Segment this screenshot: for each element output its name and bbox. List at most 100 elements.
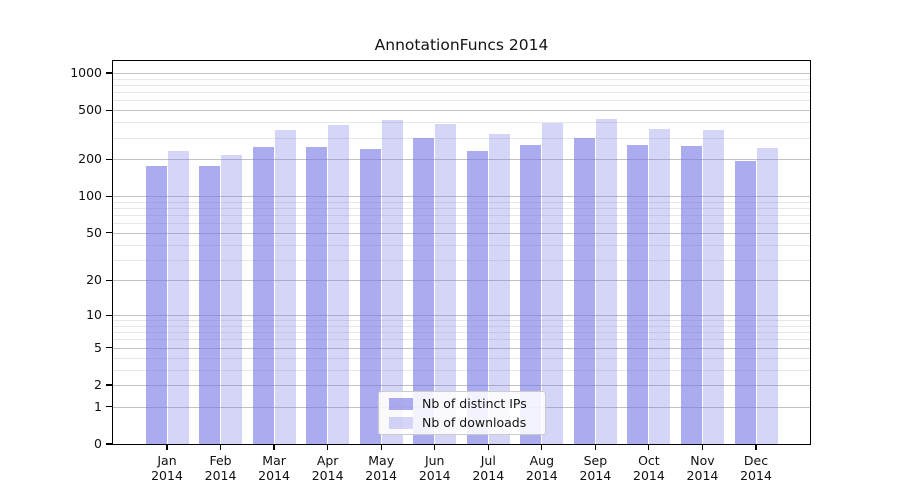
x-tick-mark bbox=[648, 445, 650, 450]
gridline-major bbox=[113, 280, 810, 282]
x-tick-label: Feb 2014 bbox=[204, 453, 237, 483]
bar-downloads-mar bbox=[274, 130, 296, 444]
gridline-major bbox=[113, 72, 810, 74]
bar-downloads-dec bbox=[756, 148, 778, 444]
legend: Nb of distinct IPs Nb of downloads bbox=[378, 391, 546, 435]
legend-item-downloads: Nb of downloads bbox=[379, 415, 545, 430]
x-tick-mark bbox=[219, 445, 222, 450]
bar-distinct-ips-nov bbox=[680, 146, 702, 444]
bar-distinct-ips-feb bbox=[199, 166, 221, 444]
gridline-minor bbox=[113, 369, 810, 371]
gridline-major bbox=[113, 196, 810, 198]
gridline-major bbox=[113, 232, 810, 234]
bar-distinct-ips-apr bbox=[306, 147, 328, 444]
gridline-minor bbox=[113, 326, 810, 327]
x-tick-label: Apr 2014 bbox=[311, 453, 344, 483]
x-tick-label: Jul 2014 bbox=[472, 453, 505, 483]
bar-downloads-nov bbox=[702, 130, 724, 444]
legend-item-distinct-ips: Nb of distinct IPs bbox=[379, 396, 545, 411]
y-tick-label: 20 bbox=[86, 272, 102, 288]
gridline-major bbox=[113, 110, 810, 112]
gridline-minor bbox=[113, 84, 810, 86]
x-tick-mark bbox=[434, 445, 436, 450]
y-tick-mark bbox=[106, 109, 112, 111]
x-tick-label: Oct 2014 bbox=[633, 453, 665, 483]
bar-downloads-jan bbox=[167, 150, 189, 444]
chart-title: AnnotationFuncs 2014 bbox=[374, 36, 549, 54]
x-tick-label: Mar 2014 bbox=[258, 453, 290, 483]
plot-area: Nb of distinct IPs Nb of downloads bbox=[113, 61, 810, 444]
y-tick-mark bbox=[106, 158, 112, 160]
gridline-major bbox=[113, 385, 810, 386]
gridline-major bbox=[113, 159, 810, 161]
bar-distinct-ips-jun bbox=[413, 138, 435, 444]
y-tick-label: 5 bbox=[94, 339, 102, 355]
bar-downloads-jul bbox=[488, 134, 510, 444]
bar-distinct-ips-jul bbox=[466, 150, 488, 444]
y-tick-label: 2 bbox=[94, 377, 102, 392]
gridline-minor bbox=[113, 201, 810, 203]
bar-distinct-ips-may bbox=[359, 149, 381, 444]
gridline-minor bbox=[113, 244, 810, 246]
y-tick-label: 1 bbox=[94, 398, 102, 414]
y-tick-mark bbox=[106, 195, 112, 197]
x-tick-mark bbox=[327, 445, 329, 450]
plot-frame: Nb of distinct IPs Nb of downloads bbox=[112, 60, 811, 445]
y-tick-mark bbox=[106, 443, 112, 445]
y-tick-mark bbox=[106, 72, 112, 74]
gridline-minor bbox=[113, 137, 810, 139]
bar-downloads-jun bbox=[435, 124, 457, 444]
x-tick-label: Jun 2014 bbox=[418, 453, 451, 483]
bar-downloads-may bbox=[381, 119, 403, 444]
bar-distinct-ips-jan bbox=[145, 166, 167, 444]
legend-swatch-distinct-ips bbox=[389, 397, 413, 410]
y-tick-mark bbox=[106, 314, 112, 316]
gridline-minor bbox=[113, 339, 810, 341]
gridline-minor bbox=[113, 357, 810, 359]
y-tick-label: 10 bbox=[86, 307, 102, 323]
bar-downloads-sep bbox=[595, 118, 617, 444]
y-tick-mark bbox=[106, 384, 112, 386]
x-tick-label: May 2014 bbox=[365, 453, 398, 483]
gridline-minor bbox=[113, 215, 810, 217]
gridline-minor bbox=[113, 332, 810, 334]
x-tick-label: Nov 2014 bbox=[686, 453, 719, 483]
bar-downloads-aug bbox=[542, 123, 564, 444]
x-tick-mark bbox=[755, 445, 757, 450]
y-tick-mark bbox=[106, 406, 112, 408]
x-tick-label: Aug 2014 bbox=[525, 453, 558, 483]
y-tick-label: 500 bbox=[78, 102, 102, 118]
bar-downloads-oct bbox=[649, 128, 671, 444]
y-tick-label: 50 bbox=[86, 224, 102, 240]
gridline-major bbox=[113, 315, 810, 317]
x-tick-label: Jan 2014 bbox=[151, 453, 183, 483]
gridline-minor bbox=[113, 100, 810, 102]
gridline-minor bbox=[113, 320, 810, 322]
gridline-minor bbox=[113, 122, 810, 124]
y-tick-label: 200 bbox=[78, 151, 102, 167]
x-tick-label: Sep 2014 bbox=[579, 453, 612, 483]
x-tick-mark bbox=[380, 445, 382, 450]
bar-distinct-ips-dec bbox=[734, 160, 756, 444]
y-tick-label: 100 bbox=[78, 188, 102, 204]
bar-distinct-ips-mar bbox=[252, 147, 274, 444]
y-tick-label: 0 bbox=[94, 436, 102, 451]
gridline-minor bbox=[113, 78, 810, 80]
bar-distinct-ips-oct bbox=[627, 145, 649, 444]
y-tick-mark bbox=[106, 232, 112, 234]
bar-downloads-feb bbox=[221, 155, 243, 444]
y-tick-mark bbox=[106, 347, 112, 349]
x-tick-label: Dec 2014 bbox=[740, 453, 772, 483]
gridline-minor bbox=[113, 92, 810, 94]
x-tick-mark bbox=[541, 445, 543, 450]
bar-downloads-apr bbox=[328, 124, 350, 444]
legend-label-distinct-ips: Nb of distinct IPs bbox=[422, 396, 527, 411]
y-tick-mark bbox=[106, 279, 112, 282]
gridline-minor bbox=[113, 208, 810, 209]
bar-distinct-ips-sep bbox=[573, 137, 595, 444]
x-tick-mark bbox=[273, 445, 275, 450]
x-tick-mark bbox=[166, 445, 168, 450]
x-tick-mark bbox=[701, 445, 704, 450]
x-tick-mark bbox=[594, 445, 596, 450]
